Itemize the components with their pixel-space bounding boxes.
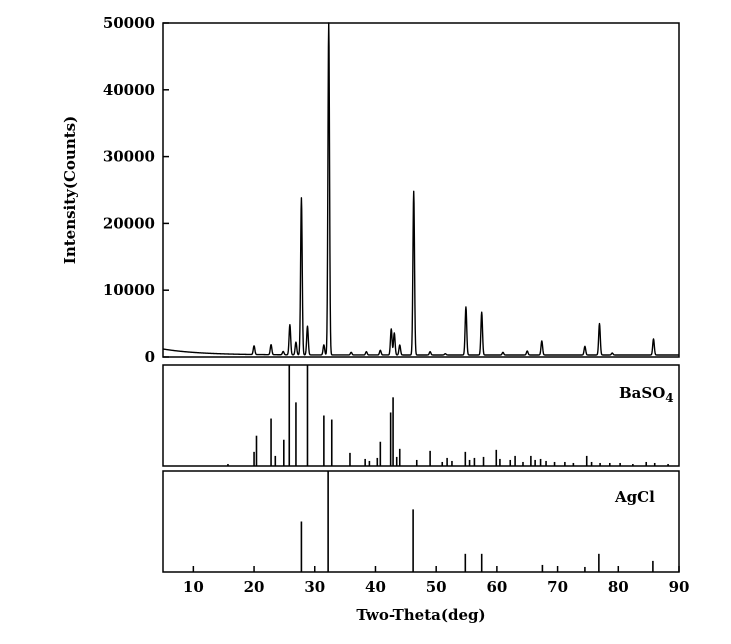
y-tick-label: 0 — [145, 348, 155, 366]
y-tick-label: 10000 — [103, 281, 155, 299]
x-tick-label: 10 — [183, 578, 204, 596]
y-axis-title: Intensity(Counts) — [61, 116, 79, 264]
y-tick-label: 40000 — [103, 81, 155, 99]
x-tick-label: 70 — [547, 578, 568, 596]
y-tick-label: 30000 — [103, 148, 155, 166]
x-axis-title: Two-Theta(deg) — [356, 606, 485, 624]
main-plot-frame — [162, 22, 680, 358]
baso4-panel-frame — [162, 364, 680, 467]
x-tick-label: 30 — [304, 578, 325, 596]
baso4-label: BaSO4 — [619, 384, 674, 405]
baso4-reference-lines — [227, 365, 669, 466]
y-tick-label: 50000 — [103, 14, 155, 32]
x-tick-label: 40 — [365, 578, 386, 596]
x-tick-label: 80 — [608, 578, 629, 596]
x-axis-ticks: 10 20 30 40 50 60 70 80 90 — [183, 566, 690, 596]
xrd-pattern-line — [162, 22, 680, 356]
y-tick-label: 20000 — [103, 214, 155, 232]
x-tick-label: 20 — [244, 578, 265, 596]
x-tick-label: 90 — [669, 578, 690, 596]
agcl-label: AgCl — [614, 488, 655, 506]
x-tick-label: 50 — [426, 578, 447, 596]
x-tick-label: 60 — [486, 578, 507, 596]
agcl-panel-frame — [162, 470, 680, 573]
agcl-reference-lines — [300, 471, 654, 572]
y-axis-ticks: 0 10000 20000 30000 40000 50000 — [103, 14, 169, 366]
